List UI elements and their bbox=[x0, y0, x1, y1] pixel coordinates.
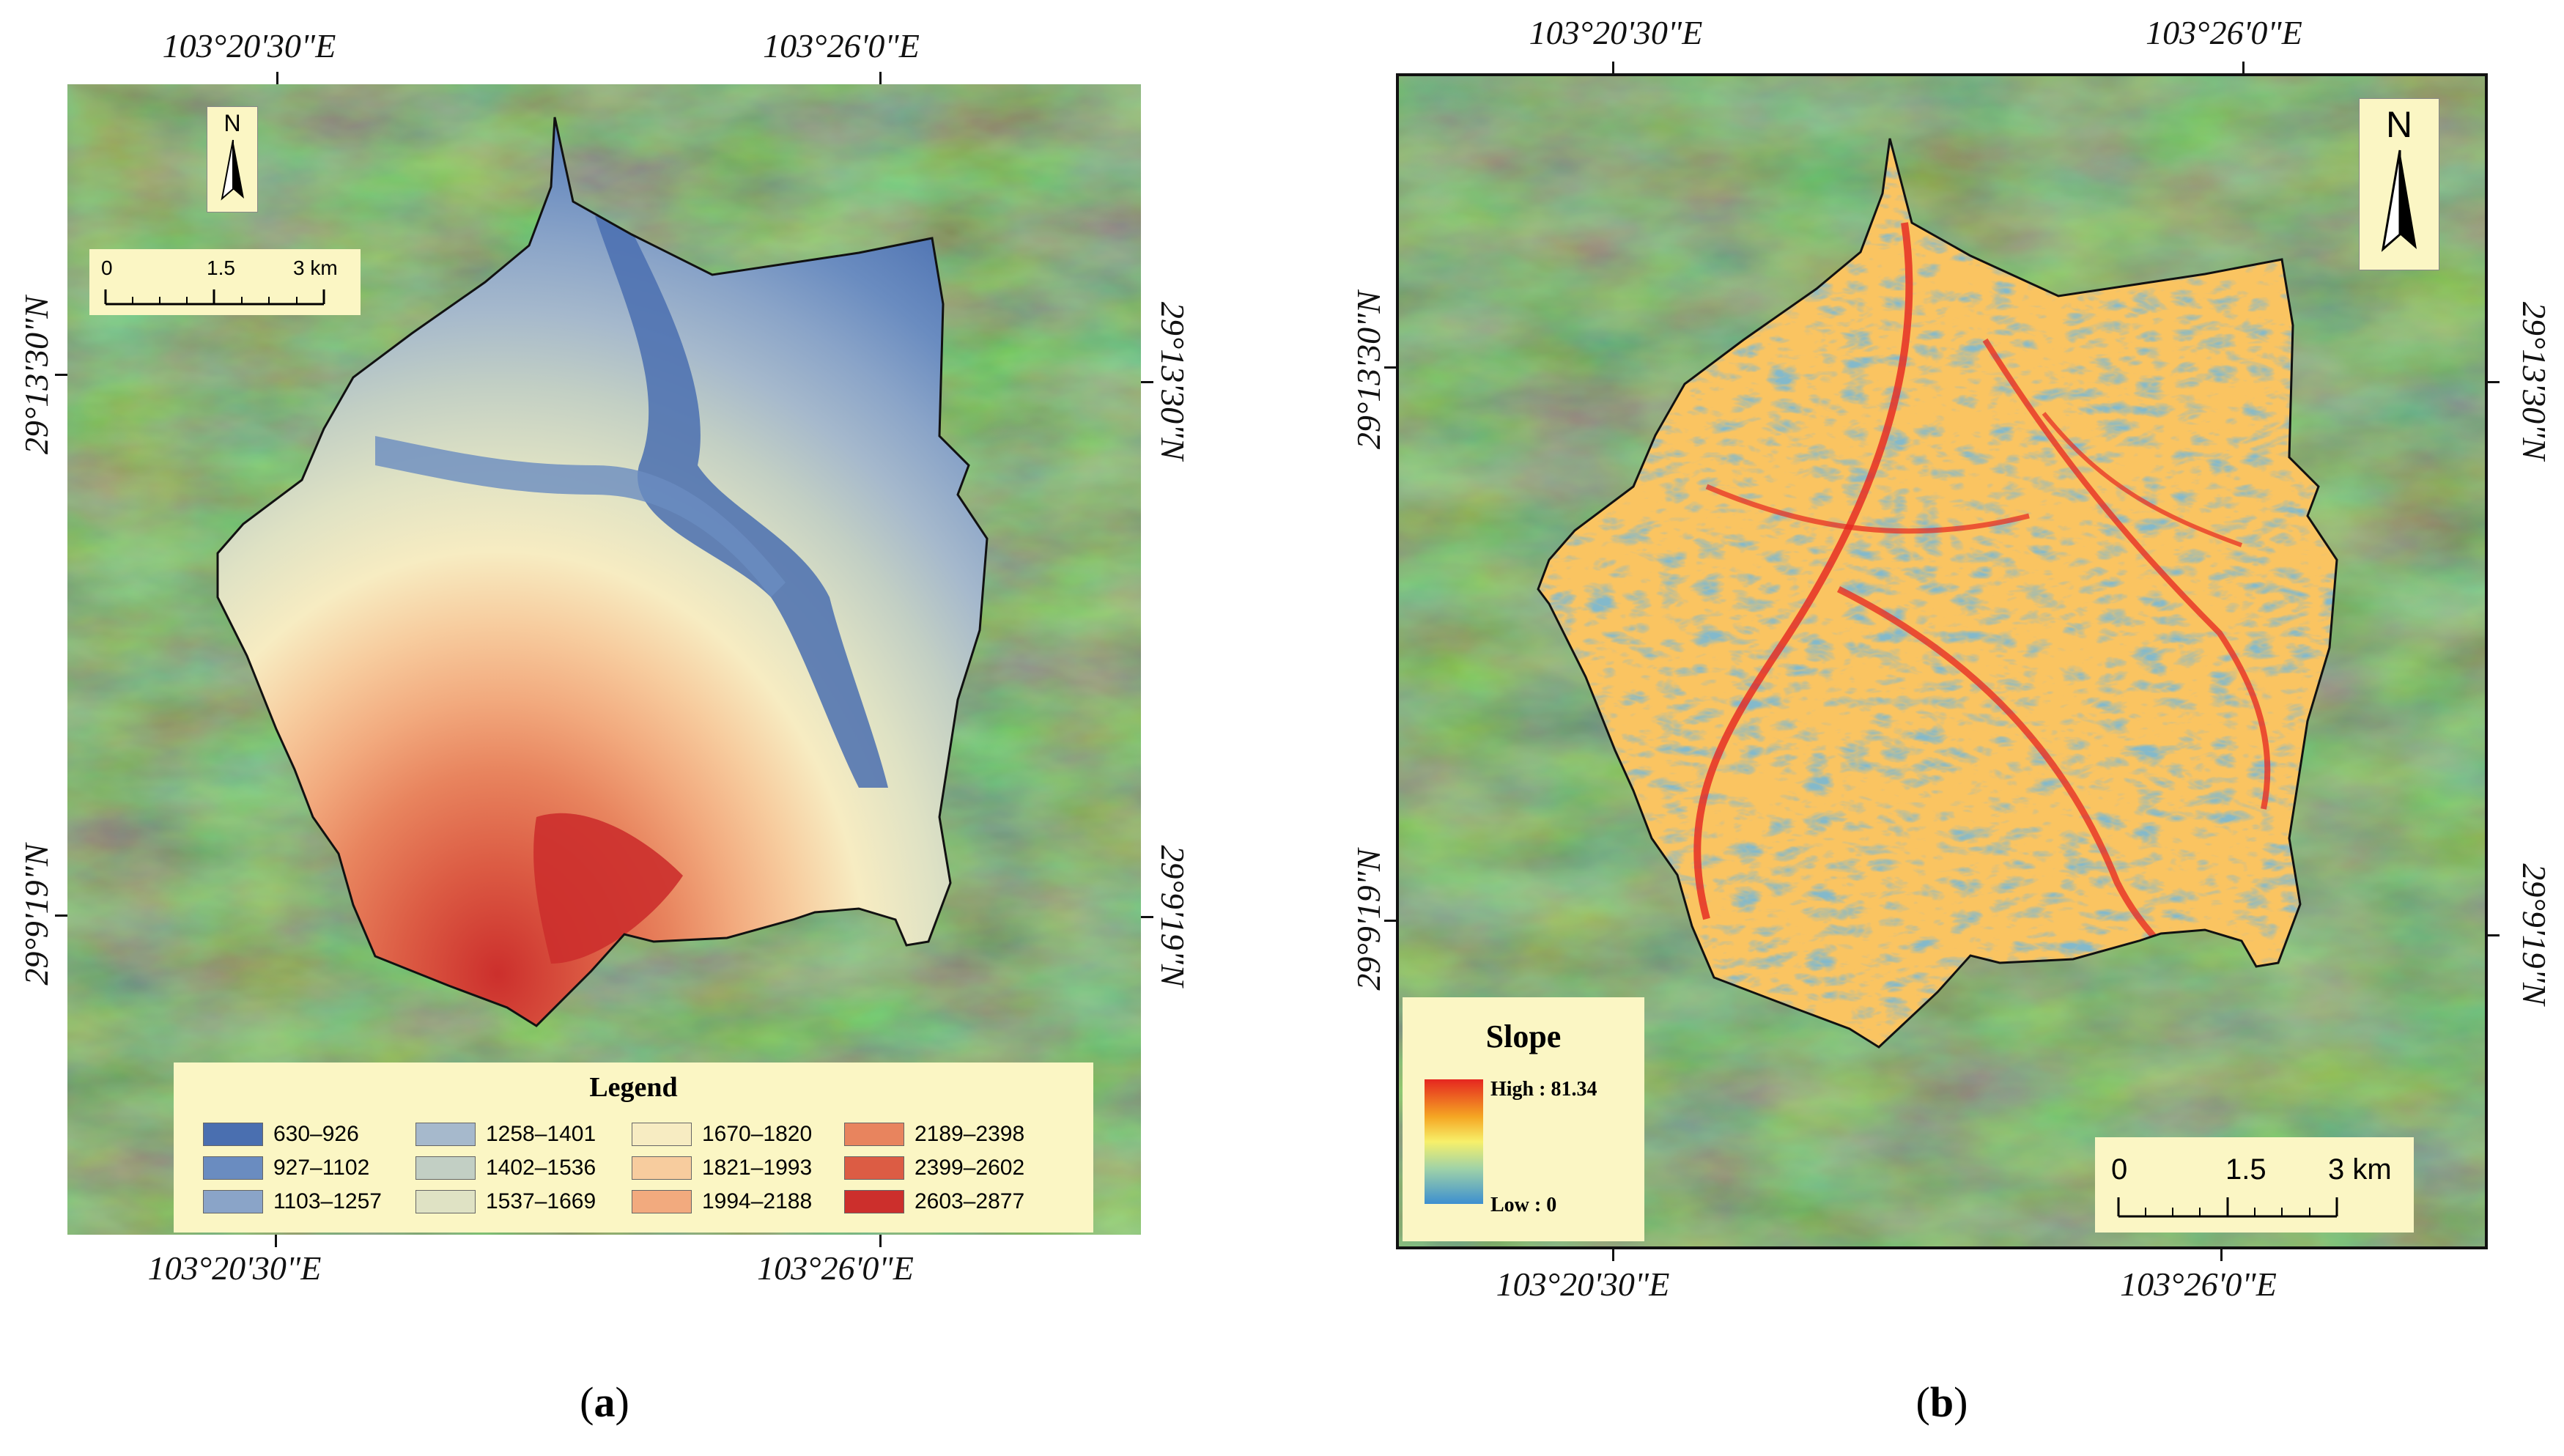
panel-b-tick bbox=[2242, 62, 2245, 73]
panel-a-scale-bar: 0 1.5 3 km bbox=[89, 249, 361, 315]
panel-b-coord-left-upper: 29°13'30"N bbox=[1350, 290, 1387, 450]
panel-a-tick bbox=[879, 1235, 882, 1247]
panel-b-watershed-boundary bbox=[1537, 138, 2338, 1049]
legend-item: 1670–1820 bbox=[632, 1120, 812, 1149]
legend-label: 1821–1993 bbox=[702, 1156, 813, 1180]
legend-label: 1994–2188 bbox=[702, 1189, 813, 1213]
legend-swatch bbox=[844, 1123, 904, 1146]
panel-b-tick bbox=[1384, 366, 1396, 369]
legend-label: 1537–1669 bbox=[486, 1189, 596, 1213]
scale-bar-icon bbox=[2117, 1197, 2338, 1218]
panel-b-scale-0: 0 bbox=[2111, 1153, 2128, 1186]
panel-a-legend: Legend 630–926 927–1102 1103–1257 1258–1401… bbox=[174, 1063, 1093, 1233]
panel-b-coord-bottom-left: 103°20'30"E bbox=[1496, 1265, 1670, 1303]
panel-b-coord-right-lower: 29°9'19"N bbox=[2516, 863, 2553, 1005]
legend-item: 2189–2398 bbox=[844, 1120, 1024, 1149]
panel-b-coord-bottom-right: 103°26'0"E bbox=[2120, 1265, 2277, 1303]
panel-a-tick bbox=[1141, 916, 1153, 918]
panel-a-scale-0: 0 bbox=[101, 256, 113, 279]
legend-swatch bbox=[203, 1123, 263, 1146]
panel-b-scale-bar: 0 1.5 3 km bbox=[2095, 1137, 2414, 1233]
legend-item: 1103–1257 bbox=[203, 1187, 382, 1216]
legend-item: 1402–1536 bbox=[415, 1153, 596, 1183]
panel-b-tick bbox=[2488, 934, 2500, 936]
panel-b-coord-right-upper: 29°13'30"N bbox=[2516, 301, 2553, 461]
panel-a-tick bbox=[1141, 381, 1153, 383]
panel-b-slope-legend: Slope High : 81.34 Low : 0 bbox=[1403, 997, 1644, 1241]
legend-label: 2603–2877 bbox=[915, 1189, 1025, 1213]
panel-a-coord-right-upper: 29°13'30"N bbox=[1154, 301, 1192, 461]
panel-b-slope-title: Slope bbox=[1485, 1019, 1562, 1054]
legend-swatch bbox=[844, 1190, 904, 1213]
legend-label: 2189–2398 bbox=[915, 1122, 1025, 1146]
north-arrow-icon bbox=[2381, 149, 2417, 252]
panel-a-tick bbox=[879, 72, 882, 84]
legend-label: 1670–1820 bbox=[702, 1122, 813, 1146]
panel-a-scale-1-5: 1.5 bbox=[207, 256, 235, 279]
panel-b-tick bbox=[1612, 1249, 1614, 1261]
scale-bar-icon bbox=[104, 289, 325, 306]
legend-swatch bbox=[632, 1190, 692, 1213]
panel-a-scale-3km: 3 km bbox=[293, 256, 338, 279]
legend-swatch bbox=[844, 1156, 904, 1180]
panel-a-tick bbox=[276, 72, 278, 84]
panel-b-scale-3km: 3 km bbox=[2328, 1153, 2392, 1186]
legend-label: 1402–1536 bbox=[486, 1156, 596, 1180]
north-arrow-icon bbox=[221, 139, 244, 201]
panel-b-coord-top-right: 103°26'0"E bbox=[2146, 14, 2302, 51]
panel-b-north-letter: N bbox=[2385, 104, 2413, 145]
panel-b-scale-1-5: 1.5 bbox=[2225, 1153, 2266, 1186]
legend-swatch bbox=[632, 1156, 692, 1180]
panel-a-caption-letter: a bbox=[594, 1378, 616, 1426]
legend-swatch bbox=[632, 1123, 692, 1146]
panel-a-coord-top-right: 103°26'0"E bbox=[763, 27, 920, 64]
legend-swatch bbox=[415, 1190, 476, 1213]
legend-item: 1258–1401 bbox=[415, 1120, 596, 1149]
panel-a-coord-bottom-left: 103°20'30"E bbox=[147, 1249, 322, 1287]
panel-b-north-arrow: N bbox=[2359, 98, 2439, 270]
panel-b-slope-high-label: High : 81.34 bbox=[1490, 1078, 1597, 1101]
legend-swatch bbox=[203, 1156, 263, 1180]
panel-b-coord-left-lower: 29°9'19"N bbox=[1350, 849, 1387, 991]
panel-a-coord-left-lower: 29°9'19"N bbox=[18, 843, 55, 986]
panel-b-caption-letter: b bbox=[1929, 1378, 1954, 1426]
panel-a-coord-bottom-right: 103°26'0"E bbox=[757, 1249, 914, 1287]
panel-a-legend-title: Legend bbox=[589, 1072, 678, 1103]
legend-item: 927–1102 bbox=[203, 1153, 369, 1183]
legend-label: 927–1102 bbox=[273, 1156, 370, 1180]
panel-b-coord-top-left: 103°20'30"E bbox=[1529, 14, 1703, 51]
panel-a-map: N 0 1.5 3 km Legend 630–926 927–1102 1103–… bbox=[67, 84, 1141, 1235]
panel-a-north-letter: N bbox=[223, 110, 241, 136]
legend-swatch bbox=[415, 1123, 476, 1146]
legend-label: 1103–1257 bbox=[273, 1189, 382, 1213]
panel-b-tick bbox=[1384, 920, 1396, 922]
legend-label: 630–926 bbox=[273, 1122, 359, 1146]
panel-b-slope-color-ramp bbox=[1425, 1079, 1483, 1204]
legend-swatch bbox=[415, 1156, 476, 1180]
panel-a-coord-right-lower: 29°9'19"N bbox=[1154, 845, 1192, 987]
panel-b-tick bbox=[1612, 62, 1614, 73]
panel-b-tick bbox=[2488, 381, 2500, 383]
legend-item: 630–926 bbox=[203, 1120, 359, 1149]
panel-a-tick bbox=[275, 1235, 277, 1247]
panel-b-map: N Slope High : 81.34 Low : 0 0 1.5 3 km bbox=[1396, 73, 2488, 1249]
panel-a-tick bbox=[55, 914, 67, 917]
legend-item: 1821–1993 bbox=[632, 1153, 812, 1183]
panel-a-caption: (a) bbox=[580, 1378, 629, 1426]
panel-b-tick bbox=[2220, 1249, 2223, 1261]
panel-a-tick bbox=[55, 374, 67, 376]
legend-item: 1537–1669 bbox=[415, 1187, 596, 1216]
legend-item: 2603–2877 bbox=[844, 1187, 1024, 1216]
legend-item: 2399–2602 bbox=[844, 1153, 1024, 1183]
panel-b-caption: (b) bbox=[1915, 1378, 1968, 1426]
legend-item: 1994–2188 bbox=[632, 1187, 812, 1216]
legend-swatch bbox=[203, 1190, 263, 1213]
panel-a-watershed-boundary bbox=[216, 117, 989, 1027]
legend-label: 2399–2602 bbox=[915, 1156, 1025, 1180]
panel-a-coord-left-upper: 29°13'30"N bbox=[18, 295, 55, 455]
legend-label: 1258–1401 bbox=[486, 1122, 596, 1146]
panel-a-north-arrow: N bbox=[207, 106, 258, 213]
panel-a-coord-top-left: 103°20'30"E bbox=[162, 27, 336, 64]
panel-b-slope-low-label: Low : 0 bbox=[1490, 1194, 1557, 1216]
